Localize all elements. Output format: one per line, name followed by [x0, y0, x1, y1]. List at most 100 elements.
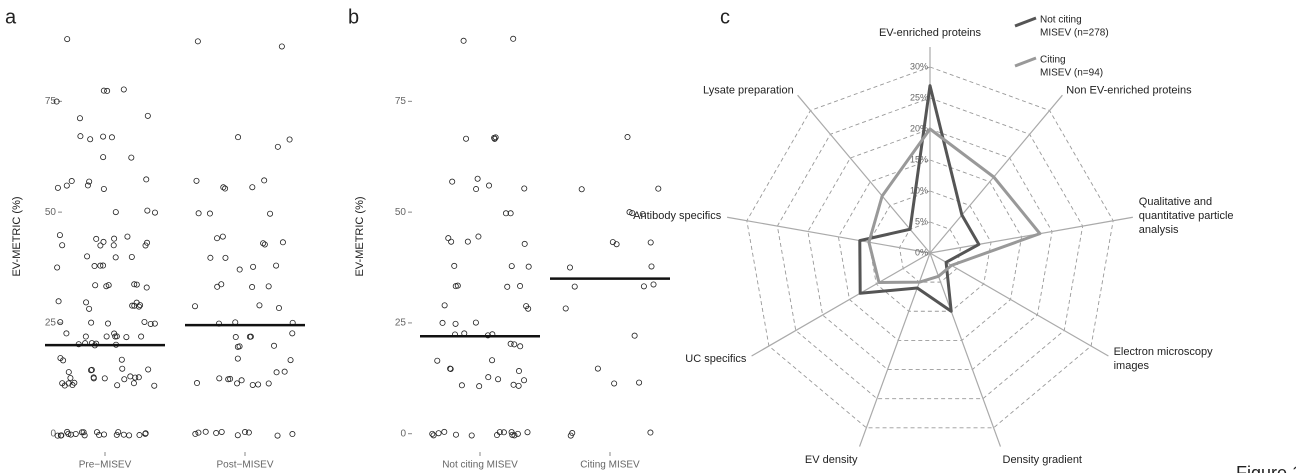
data-point — [84, 253, 91, 260]
data-point — [517, 283, 524, 290]
data-point — [142, 242, 149, 249]
data-point — [639, 211, 646, 218]
data-point — [476, 383, 483, 390]
data-point — [136, 432, 143, 439]
data-point — [515, 368, 522, 375]
data-point — [133, 281, 140, 288]
data-point — [100, 133, 107, 140]
y-tick-label: 25 — [395, 318, 407, 329]
data-point — [131, 281, 138, 288]
data-point — [281, 368, 288, 375]
grid-ring — [807, 128, 1053, 370]
data-point — [202, 428, 209, 435]
data-point — [128, 154, 135, 161]
data-point — [100, 238, 107, 245]
data-point — [57, 319, 64, 326]
spoke — [929, 252, 1002, 447]
data-point — [445, 235, 452, 242]
r-tick-label: 10% — [910, 185, 928, 195]
data-point — [447, 365, 454, 372]
data-point — [271, 342, 278, 349]
data-point — [486, 182, 493, 189]
data-point — [525, 263, 532, 270]
data-point — [138, 333, 145, 340]
x-tick-label: Post−MISEV — [217, 460, 274, 471]
data-point — [92, 282, 99, 289]
data-point — [194, 38, 201, 45]
axis-label: UC specifics — [685, 353, 747, 365]
data-point — [113, 431, 120, 438]
data-point — [594, 365, 601, 372]
panel-letter: b — [348, 6, 359, 28]
data-point — [650, 281, 657, 288]
data-point — [141, 318, 148, 325]
data-point — [121, 376, 128, 383]
data-point — [250, 263, 257, 270]
data-point — [241, 429, 248, 436]
data-point — [489, 357, 496, 364]
data-point — [265, 283, 272, 290]
data-point — [265, 380, 272, 387]
data-point — [286, 136, 293, 143]
data-point — [108, 134, 115, 141]
data-point — [473, 186, 480, 193]
data-point — [236, 343, 243, 350]
data-point — [144, 207, 151, 214]
data-point — [507, 210, 514, 217]
data-point — [193, 380, 200, 387]
data-point — [218, 428, 225, 435]
data-point — [508, 263, 515, 270]
data-point — [128, 253, 135, 260]
data-point — [120, 86, 127, 93]
data-point — [192, 303, 199, 310]
data-point — [274, 143, 281, 150]
data-point — [273, 369, 280, 376]
data-point — [492, 134, 499, 141]
data-point — [521, 185, 528, 192]
data-point — [472, 319, 479, 326]
y-tick-label: 50 — [45, 207, 57, 218]
data-point — [631, 332, 638, 339]
data-point — [111, 235, 118, 242]
y-axis-label: EV-METRIC (%) — [11, 196, 23, 276]
data-point — [65, 369, 72, 376]
data-point — [648, 263, 655, 270]
data-point — [521, 377, 528, 384]
data-point — [458, 382, 465, 389]
data-point — [460, 37, 467, 44]
legend-label: Not citing — [1040, 15, 1082, 26]
data-point — [566, 264, 573, 271]
data-point — [430, 432, 437, 439]
data-point — [67, 431, 74, 438]
data-point — [104, 87, 111, 94]
x-tick-label: Pre−MISEV — [79, 460, 132, 471]
r-tick-label: 5% — [915, 216, 928, 226]
grid-ring — [837, 159, 1023, 341]
data-point — [463, 135, 470, 142]
data-point — [151, 320, 158, 327]
legend-swatch — [1014, 56, 1037, 68]
data-point — [474, 175, 481, 182]
data-point — [145, 366, 152, 373]
data-point — [77, 133, 84, 140]
data-point — [640, 283, 647, 290]
data-point — [562, 305, 569, 312]
data-point — [104, 320, 111, 327]
data-point — [647, 429, 654, 436]
r-tick-label: 30% — [910, 61, 928, 71]
axis-label: Lysate preparation — [703, 85, 794, 97]
data-point — [225, 376, 232, 383]
data-point — [278, 43, 285, 50]
panel-letter: c — [720, 6, 730, 28]
data-point — [86, 178, 93, 185]
data-point — [441, 428, 448, 435]
data-point — [507, 340, 514, 347]
data-point — [571, 283, 578, 290]
data-point — [63, 182, 70, 189]
data-point — [434, 357, 441, 364]
data-point — [142, 430, 149, 437]
legend-label: MISEV (n=94) — [1040, 68, 1103, 79]
data-point — [100, 185, 107, 192]
data-point — [245, 429, 252, 436]
data-point — [56, 232, 63, 239]
